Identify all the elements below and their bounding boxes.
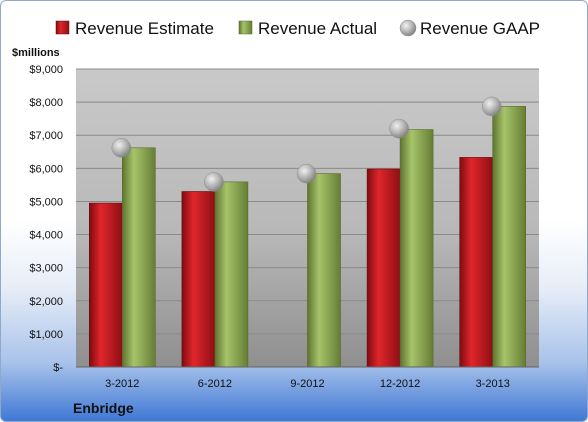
marker-revenue-gaap [481,96,502,117]
bar-revenue-actual [122,147,156,368]
marker-revenue-gaap [296,163,317,184]
legend-swatch-revenue-actual [238,20,253,35]
y-tick-label: $5,000 [29,196,63,208]
x-tick-label: 3-2012 [105,378,139,390]
x-tick-label: 9-2012 [290,378,324,390]
y-axis-unit-label: $millions [12,47,60,59]
bar-revenue-actual [399,129,434,368]
y-tick-label: $1,000 [29,329,63,341]
legend-label: Revenue Actual [258,19,377,38]
bar-revenue-estimate [459,157,494,368]
bar-revenue-estimate [181,191,216,368]
y-tick-label: $2,000 [29,296,63,308]
bar-revenue-actual [492,106,527,368]
company-name: Enbridge [73,400,134,416]
y-tick-label: $7,000 [29,130,63,142]
bar-revenue-estimate [89,202,123,368]
legend-label: Revenue Estimate [75,19,214,38]
legend-label: Revenue GAAP [420,19,540,38]
x-tick-label: 6-2012 [198,378,232,390]
marker-revenue-gaap [204,172,224,192]
legend-swatch-revenue-gaap [399,19,417,37]
y-tick-label: $6,000 [29,163,63,175]
x-tick-label: 12-2012 [380,378,420,390]
legend-swatch-revenue-estimate [55,20,70,35]
y-tick-label: $3,000 [29,263,63,275]
y-tick-label: $- [53,362,63,374]
x-tick-label: 3-2013 [476,378,510,390]
bar-revenue-actual [307,173,341,368]
bar-revenue-actual [214,181,249,368]
y-tick-label: $4,000 [29,230,63,242]
y-tick-label: $9,000 [29,64,63,76]
y-tick-label: $8,000 [29,97,63,109]
marker-revenue-gaap [389,118,409,139]
marker-revenue-gaap [111,138,132,158]
bar-revenue-estimate [366,168,401,368]
